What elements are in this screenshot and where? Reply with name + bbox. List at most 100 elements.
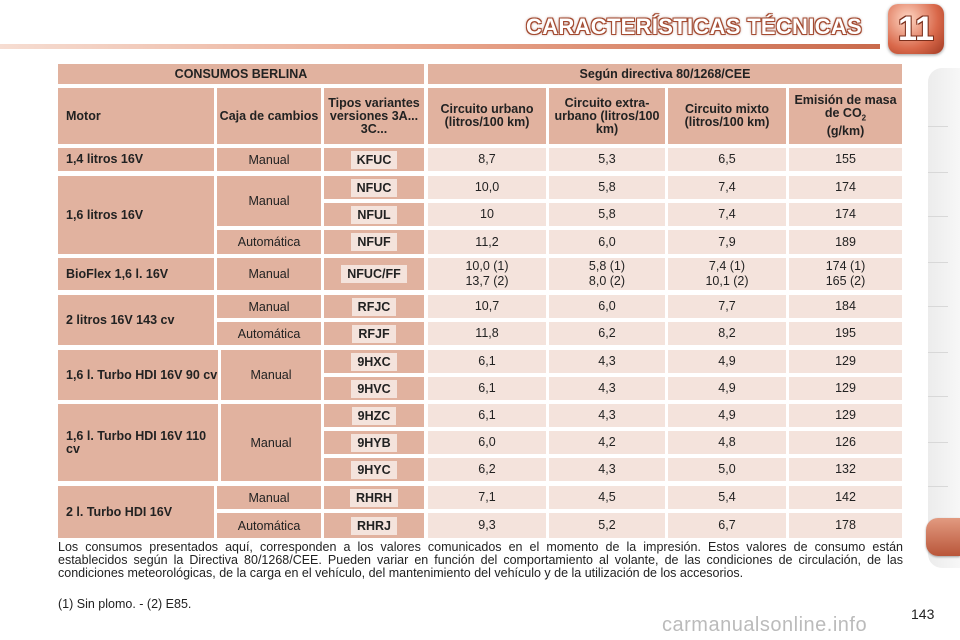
co2-cell: 132 (789, 458, 902, 481)
extra-cell: 6,0 (549, 230, 665, 254)
urbano-cell: 10,0 (428, 176, 546, 199)
mixto-cell: 7,4 (1) 10,1 (2) (668, 258, 786, 290)
variant-code: RFJF (324, 322, 424, 345)
variant-code: RHRH (324, 486, 424, 509)
chapter-tabs (928, 68, 960, 568)
co2-cell: 129 (789, 377, 902, 400)
co2-cell: 142 (789, 486, 902, 509)
chapter-badge: 11 (888, 4, 944, 54)
extra-cell: 4,2 (549, 431, 665, 454)
variant-code: 9HYB (324, 431, 424, 454)
extra-cell: 4,3 (549, 377, 665, 400)
mixto-cell: 8,2 (668, 322, 786, 345)
variant-code: 9HVC (324, 377, 424, 400)
transmission-cell: Manual (217, 295, 321, 318)
extra-cell: 5,2 (549, 513, 665, 538)
co2-cell: 189 (789, 230, 902, 254)
co2-cell: 174 (789, 203, 902, 226)
urbano-cell: 10,7 (428, 295, 546, 318)
co2-cell: 174 (1) 165 (2) (789, 258, 902, 290)
table-group-header: Según directiva 80/1268/CEE (428, 64, 902, 84)
variant-code: 9HZC (324, 404, 424, 427)
urbano-cell: 6,1 (428, 350, 546, 373)
urbano-cell: 6,0 (428, 431, 546, 454)
table-group-header: CONSUMOS BERLINA (58, 64, 424, 84)
variant-code: KFUC (324, 148, 424, 171)
urbano-cell: 10,0 (1) 13,7 (2) (428, 258, 546, 290)
urbano-cell: 11,8 (428, 322, 546, 345)
extra-cell: 5,8 (549, 203, 665, 226)
tab-divider (928, 306, 948, 307)
tab-divider (928, 396, 948, 397)
urbano-cell: 10 (428, 203, 546, 226)
engine-label: 1,6 l. Turbo HDI 16V 90 cv (58, 350, 218, 400)
column-header-mixto: Circuito mixto (litros/100 km) (668, 88, 786, 144)
variant-code: 9HXC (324, 350, 424, 373)
header-band (0, 0, 960, 48)
tab-divider (928, 442, 948, 443)
urbano-cell: 6,2 (428, 458, 546, 481)
variant-code: RHRJ (324, 513, 424, 538)
variant-code: NFUC/FF (324, 258, 424, 290)
engine-label: 1,6 litros 16V (58, 176, 214, 254)
extra-cell: 6,2 (549, 322, 665, 345)
mixto-cell: 4,9 (668, 350, 786, 373)
column-header-motor: Motor (58, 88, 214, 144)
watermark: carmanualsonline.info (662, 614, 868, 636)
transmission-cell: Manual (221, 404, 321, 481)
mixto-cell: 6,5 (668, 148, 786, 171)
co2-cell: 174 (789, 176, 902, 199)
column-header-tipos: Tipos variantes versiones 3A... 3C... (324, 88, 424, 144)
extra-cell: 5,8 (549, 176, 665, 199)
tab-divider (928, 352, 948, 353)
extra-cell: 6,0 (549, 295, 665, 318)
transmission-cell: Manual (217, 258, 321, 290)
transmission-cell: Automática (217, 322, 321, 345)
co2-cell: 195 (789, 322, 902, 345)
transmission-cell: Manual (217, 176, 321, 226)
consumption-notes: Los consumos presentados aquí, correspon… (58, 540, 903, 580)
page-number: 143 (911, 606, 935, 622)
transmission-cell: Manual (217, 148, 321, 171)
mixto-cell: 7,9 (668, 230, 786, 254)
extra-cell: 5,8 (1) 8,0 (2) (549, 258, 665, 290)
urbano-cell: 9,3 (428, 513, 546, 538)
mixto-cell: 7,7 (668, 295, 786, 318)
footnote: (1) Sin plomo. - (2) E85. (58, 597, 192, 611)
transmission-cell: Manual (217, 486, 321, 509)
active-chapter-tab[interactable] (926, 518, 960, 556)
tab-divider (928, 172, 948, 173)
engine-label: 1,6 l. Turbo HDI 16V 110 cv (58, 404, 218, 481)
variant-code: NFUL (324, 203, 424, 226)
co2-cell: 129 (789, 404, 902, 427)
emision-subscript: 2 (861, 113, 867, 123)
extra-cell: 4,3 (549, 404, 665, 427)
column-header-emision: Emisión de masa de CO2 (g/km) (789, 88, 902, 144)
engine-label: BioFlex 1,6 l. 16V (58, 258, 214, 290)
variant-code: NFUC (324, 176, 424, 199)
mixto-cell: 4,9 (668, 377, 786, 400)
column-header-extra: Circuito extra-urbano (litros/100 km) (549, 88, 665, 144)
urbano-cell: 6,1 (428, 404, 546, 427)
mixto-cell: 7,4 (668, 176, 786, 199)
transmission-cell: Automática (217, 230, 321, 254)
emision-unit: (g/km) (826, 123, 865, 138)
urbano-cell: 8,7 (428, 148, 546, 171)
mixto-cell: 7,4 (668, 203, 786, 226)
mixto-cell: 6,7 (668, 513, 786, 538)
tab-divider (928, 486, 948, 487)
extra-cell: 5,3 (549, 148, 665, 171)
urbano-cell: 6,1 (428, 377, 546, 400)
page-title: CARACTERÍSTICAS TÉCNICAS (526, 14, 862, 39)
variant-code: RFJC (324, 295, 424, 318)
co2-cell: 129 (789, 350, 902, 373)
mixto-cell: 4,8 (668, 431, 786, 454)
co2-cell: 178 (789, 513, 902, 538)
engine-label: 2 litros 16V 143 cv (58, 295, 214, 345)
mixto-cell: 5,4 (668, 486, 786, 509)
co2-cell: 155 (789, 148, 902, 171)
mixto-cell: 5,0 (668, 458, 786, 481)
mixto-cell: 4,9 (668, 404, 786, 427)
tab-divider (928, 262, 948, 263)
header-rule (0, 44, 880, 49)
